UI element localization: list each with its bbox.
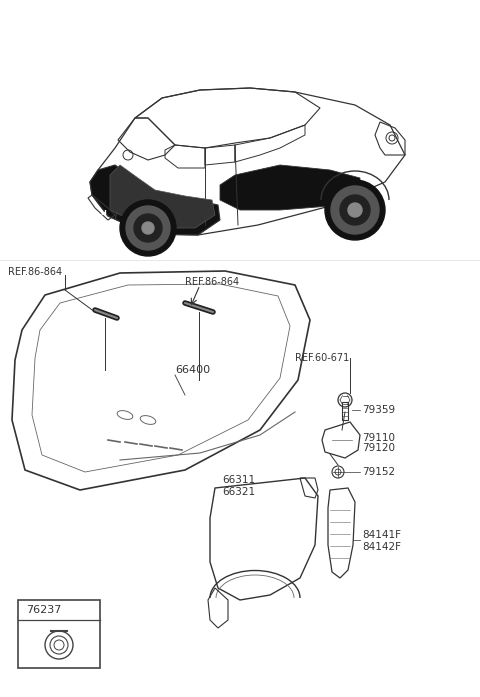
Circle shape bbox=[134, 214, 162, 242]
Text: 79152: 79152 bbox=[362, 467, 395, 477]
Text: 84142F: 84142F bbox=[362, 542, 401, 552]
Polygon shape bbox=[90, 165, 220, 235]
Text: REF.60-671: REF.60-671 bbox=[295, 353, 349, 363]
Circle shape bbox=[126, 206, 170, 250]
Text: 66400: 66400 bbox=[175, 365, 210, 375]
Circle shape bbox=[348, 203, 362, 217]
Circle shape bbox=[340, 195, 370, 225]
Circle shape bbox=[325, 180, 385, 240]
Text: 84141F: 84141F bbox=[362, 530, 401, 540]
Polygon shape bbox=[220, 165, 360, 210]
Text: 76237: 76237 bbox=[26, 605, 61, 615]
Circle shape bbox=[331, 186, 379, 234]
Circle shape bbox=[120, 200, 176, 256]
Text: 79359: 79359 bbox=[362, 405, 395, 415]
Text: REF.86-864: REF.86-864 bbox=[8, 267, 62, 277]
Text: REF.86-864: REF.86-864 bbox=[185, 277, 239, 287]
Circle shape bbox=[142, 222, 154, 234]
Text: 79120: 79120 bbox=[362, 443, 395, 453]
Text: 66311: 66311 bbox=[222, 475, 255, 485]
Text: 79110: 79110 bbox=[362, 433, 395, 443]
Text: H: H bbox=[100, 210, 106, 216]
Text: 66321: 66321 bbox=[222, 487, 255, 497]
Polygon shape bbox=[110, 165, 215, 228]
